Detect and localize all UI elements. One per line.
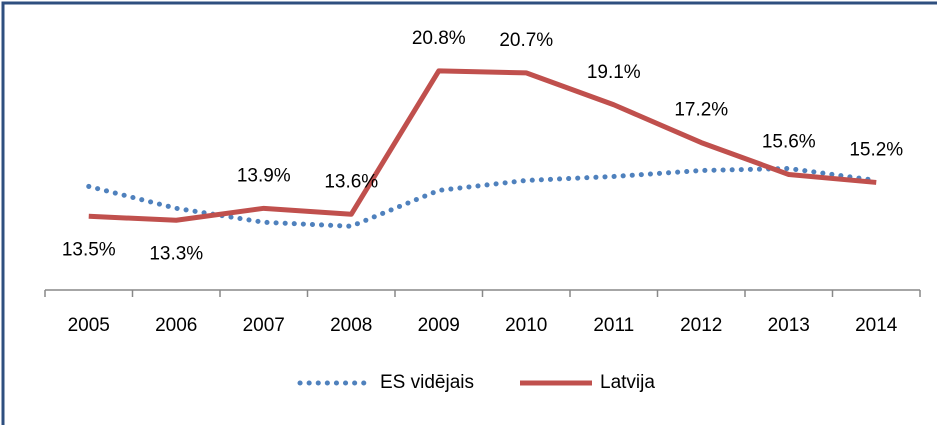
data-label: 20.8%	[412, 28, 466, 49]
data-label: 15.2%	[849, 139, 903, 160]
series-line	[88, 68, 877, 223]
x-tick-label: 2005	[68, 315, 110, 336]
data-label: 17.2%	[674, 100, 728, 121]
x-tick-label: 2010	[505, 315, 547, 336]
data-label: 15.6%	[762, 131, 816, 152]
x-tick-label: 2006	[155, 315, 197, 336]
data-label: 13.3%	[149, 243, 203, 264]
x-tick-label: 2009	[418, 315, 460, 336]
x-tick-label: 2011	[593, 315, 634, 336]
legend-label: Latvija	[600, 372, 655, 393]
data-label: 19.1%	[587, 62, 641, 83]
x-tick-label: 2014	[855, 315, 898, 336]
x-tick-label: 2008	[330, 315, 372, 336]
x-tick-label: 2012	[680, 315, 722, 336]
x-tick-label: 2013	[768, 315, 810, 336]
x-tick-label: 2007	[243, 315, 285, 336]
data-label: 13.9%	[237, 165, 291, 186]
legend-label: ES vidējais	[380, 372, 474, 393]
data-label: 13.5%	[62, 239, 116, 260]
data-label: 20.7%	[499, 30, 553, 51]
data-label: 13.6%	[324, 171, 378, 192]
